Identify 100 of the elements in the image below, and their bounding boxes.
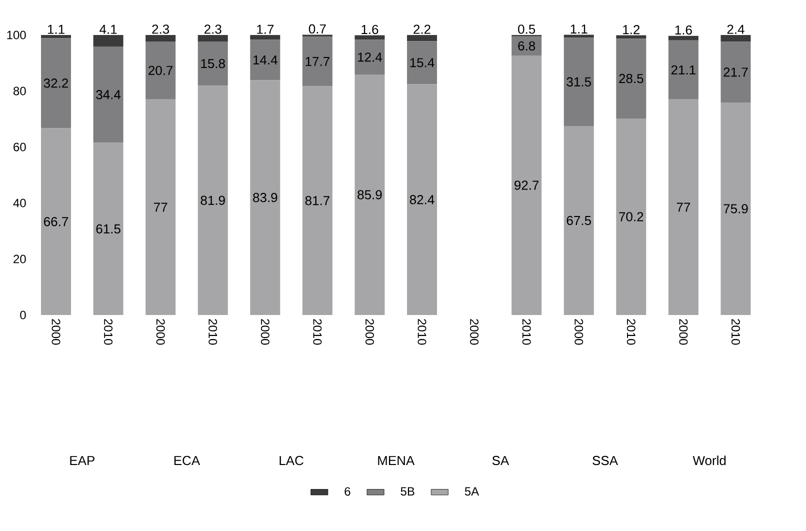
bar <box>198 35 228 42</box>
data-label: 4.1 <box>100 24 117 34</box>
x-tick-label: 2010 <box>418 319 426 345</box>
bar <box>146 35 176 42</box>
legend-label: 5B <box>400 487 414 496</box>
data-label: 6.8 <box>518 41 536 51</box>
data-label: 77 <box>154 202 168 212</box>
bar <box>93 142 124 316</box>
data-label: 15.8 <box>201 58 225 68</box>
data-label: 32.2 <box>44 78 68 88</box>
bar <box>302 86 332 316</box>
data-label: 15.4 <box>410 58 434 68</box>
bar <box>146 99 176 316</box>
data-label: 1.6 <box>362 24 378 34</box>
data-label: 2.3 <box>152 24 170 34</box>
text: SSA <box>592 456 618 466</box>
x-tick-label: 2010 <box>104 319 113 345</box>
y-tick-label: 40 <box>13 198 26 208</box>
bar <box>564 38 594 126</box>
x-tick-label: 2010 <box>313 319 322 345</box>
text: LAC <box>280 456 304 466</box>
x-tick-label: 2010 <box>626 319 636 345</box>
data-label: 14.4 <box>253 55 278 64</box>
x-tick-label: 2000 <box>156 319 165 345</box>
y-tick-label: 0 <box>20 310 26 320</box>
data-label: 81.7 <box>305 196 330 206</box>
bar <box>93 35 124 46</box>
x-tick-label: 2000 <box>470 319 479 345</box>
bar <box>41 35 71 38</box>
y-tick-label: 80 <box>13 86 26 96</box>
data-label: 1.6 <box>675 25 692 35</box>
data-label: 21.7 <box>724 68 748 77</box>
data-label: 77 <box>676 202 690 212</box>
bar <box>250 80 280 316</box>
bar <box>512 36 542 56</box>
bar <box>616 38 646 118</box>
data-label: 2.4 <box>727 24 744 34</box>
bar <box>616 118 646 316</box>
data-label: 92.7 <box>514 180 539 190</box>
data-label: 2.2 <box>414 24 430 34</box>
bar <box>564 126 594 316</box>
data-label: 17.7 <box>306 56 330 66</box>
data-label: 1.7 <box>257 24 274 34</box>
data-label: 70.2 <box>619 212 644 222</box>
x-tick-label: 2000 <box>260 319 270 345</box>
bar <box>720 42 751 102</box>
bar <box>354 35 385 40</box>
bar <box>354 74 385 316</box>
bar <box>198 41 228 86</box>
bar <box>407 41 438 84</box>
data-label: 83.9 <box>253 192 278 202</box>
data-label: 75.9 <box>724 204 748 214</box>
data-label: 34.4 <box>96 90 121 100</box>
bar <box>720 35 751 42</box>
data-label: 12.4 <box>358 52 382 62</box>
x-tick-label: 2000 <box>52 319 60 345</box>
text: EAP <box>70 456 94 466</box>
data-label: 1.1 <box>48 24 64 34</box>
bar <box>512 55 542 316</box>
bar <box>250 35 280 40</box>
data-label: 1.1 <box>570 24 588 34</box>
x-tick-label: 2010 <box>731 319 740 345</box>
data-label: 20.7 <box>148 66 173 76</box>
data-label: 85.9 <box>358 190 382 200</box>
data-label: 0.5 <box>518 24 536 34</box>
bar <box>564 34 594 38</box>
x-tick-label: 2000 <box>365 319 374 345</box>
bar <box>354 40 385 74</box>
bar <box>146 41 176 100</box>
bar <box>668 40 698 100</box>
data-label: 67.5 <box>566 216 591 226</box>
data-label: 21.1 <box>671 65 696 74</box>
bar <box>250 40 280 80</box>
bar <box>41 128 71 316</box>
legend-label: 5A <box>464 487 480 496</box>
bar <box>668 36 698 40</box>
text: ECA <box>174 456 200 466</box>
x-tick-label: 2010 <box>522 319 531 345</box>
x-tick-label: 2000 <box>679 319 688 345</box>
y-tick-label: 20 <box>14 254 26 264</box>
bar <box>668 99 698 316</box>
data-label: 82.4 <box>410 195 434 204</box>
text: MENA <box>378 456 415 466</box>
bar <box>198 86 228 316</box>
y-tick-label: 60 <box>14 142 26 152</box>
data-label: 28.5 <box>619 74 644 84</box>
x-tick-label: 2000 <box>574 319 584 345</box>
data-label: 2.3 <box>204 24 222 34</box>
text: SA <box>492 456 510 466</box>
bar <box>407 84 438 316</box>
data-label: 1.2 <box>623 24 640 34</box>
bar <box>41 38 71 128</box>
x-tick-label: 2010 <box>208 319 218 345</box>
data-label: 66.7 <box>44 217 68 226</box>
data-label: 31.5 <box>566 77 591 86</box>
data-label: 0.7 <box>308 24 326 34</box>
bar <box>407 35 438 42</box>
data-label: 81.9 <box>200 196 225 205</box>
bar <box>720 102 751 316</box>
legend-label: 6 <box>344 487 350 496</box>
